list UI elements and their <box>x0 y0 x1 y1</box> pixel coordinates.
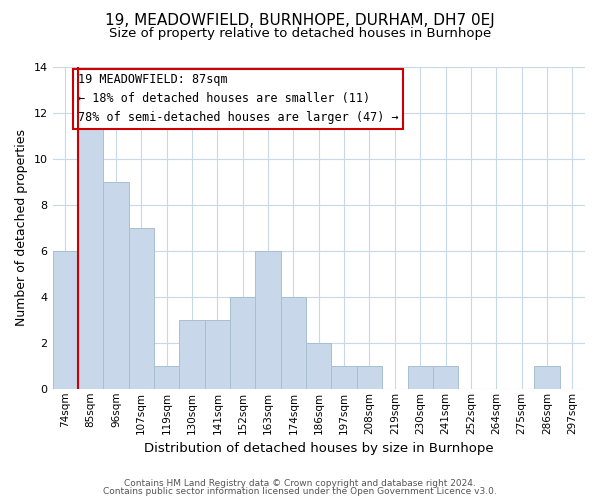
Bar <box>205 320 230 389</box>
Bar <box>179 320 205 389</box>
Bar <box>154 366 179 389</box>
Bar <box>331 366 357 389</box>
Bar <box>103 182 128 389</box>
Bar <box>53 250 78 389</box>
Bar <box>534 366 560 389</box>
Bar <box>433 366 458 389</box>
Bar <box>128 228 154 389</box>
Bar <box>256 250 281 389</box>
Bar <box>306 342 331 389</box>
X-axis label: Distribution of detached houses by size in Burnhope: Distribution of detached houses by size … <box>144 442 494 455</box>
Text: 19 MEADOWFIELD: 87sqm
← 18% of detached houses are smaller (11)
78% of semi-deta: 19 MEADOWFIELD: 87sqm ← 18% of detached … <box>78 74 398 124</box>
Bar <box>230 296 256 389</box>
Bar <box>281 296 306 389</box>
Text: Size of property relative to detached houses in Burnhope: Size of property relative to detached ho… <box>109 28 491 40</box>
Text: Contains HM Land Registry data © Crown copyright and database right 2024.: Contains HM Land Registry data © Crown c… <box>124 478 476 488</box>
Bar <box>407 366 433 389</box>
Text: Contains public sector information licensed under the Open Government Licence v3: Contains public sector information licen… <box>103 487 497 496</box>
Bar <box>78 112 103 389</box>
Y-axis label: Number of detached properties: Number of detached properties <box>15 129 28 326</box>
Bar <box>357 366 382 389</box>
Text: 19, MEADOWFIELD, BURNHOPE, DURHAM, DH7 0EJ: 19, MEADOWFIELD, BURNHOPE, DURHAM, DH7 0… <box>105 12 495 28</box>
